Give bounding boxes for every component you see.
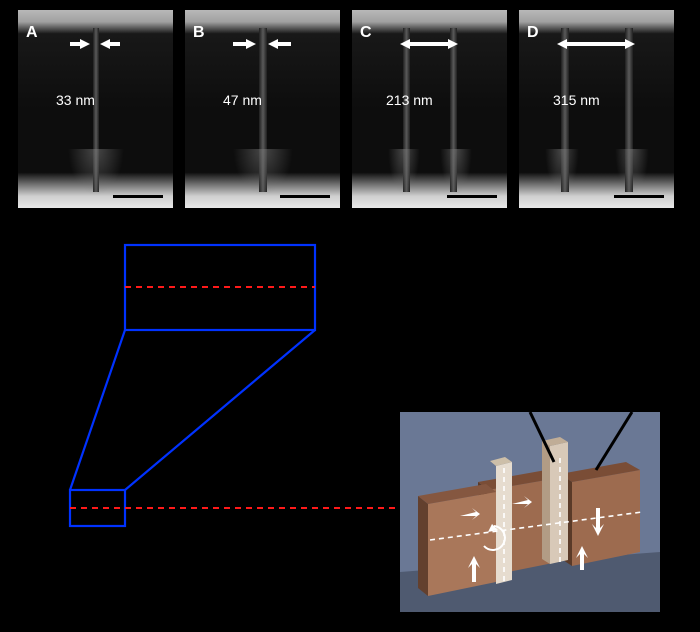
- gap-arrows-icon: [68, 38, 122, 50]
- lower-diagram-region: [0, 220, 700, 632]
- sem-panel-c: C 213 nm: [352, 10, 507, 208]
- sem-panel-b: B 47 nm: [185, 10, 340, 208]
- gap-arrows-icon: [229, 38, 295, 50]
- pillar-base-left: [545, 149, 579, 197]
- render-pillar: [542, 437, 568, 564]
- pillar-base-left: [388, 149, 420, 197]
- gap-measurement: 213 nm: [386, 92, 433, 108]
- scalebar: [447, 195, 497, 198]
- render-3d: [400, 412, 660, 612]
- scalebar: [280, 195, 330, 198]
- gap-measurement: 33 nm: [56, 92, 95, 108]
- gap-measurement: 315 nm: [553, 92, 600, 108]
- pillar-base: [68, 149, 124, 197]
- pillar-base: [233, 149, 293, 197]
- pillar-base-right: [440, 149, 472, 197]
- panel-label: A: [26, 24, 38, 42]
- scalebar: [614, 195, 664, 198]
- schematic-connector-right: [125, 330, 315, 490]
- schematic-connector-left: [70, 330, 125, 490]
- zoom-schematic: [70, 240, 350, 540]
- block-left-front: [418, 484, 496, 596]
- pillar-base-right: [615, 149, 649, 197]
- sem-panel-d: D 315 nm: [519, 10, 674, 208]
- scalebar: [113, 195, 163, 198]
- gap-measurement: 47 nm: [223, 92, 262, 108]
- panel-label: B: [193, 24, 205, 42]
- schematic-upper-rect: [125, 245, 315, 330]
- sem-panel-a: A 33 nm: [18, 10, 173, 208]
- gap-arrows-icon: [400, 38, 458, 50]
- panel-label: C: [360, 24, 372, 42]
- gap-arrows-icon: [557, 38, 635, 50]
- panel-label: D: [527, 24, 539, 42]
